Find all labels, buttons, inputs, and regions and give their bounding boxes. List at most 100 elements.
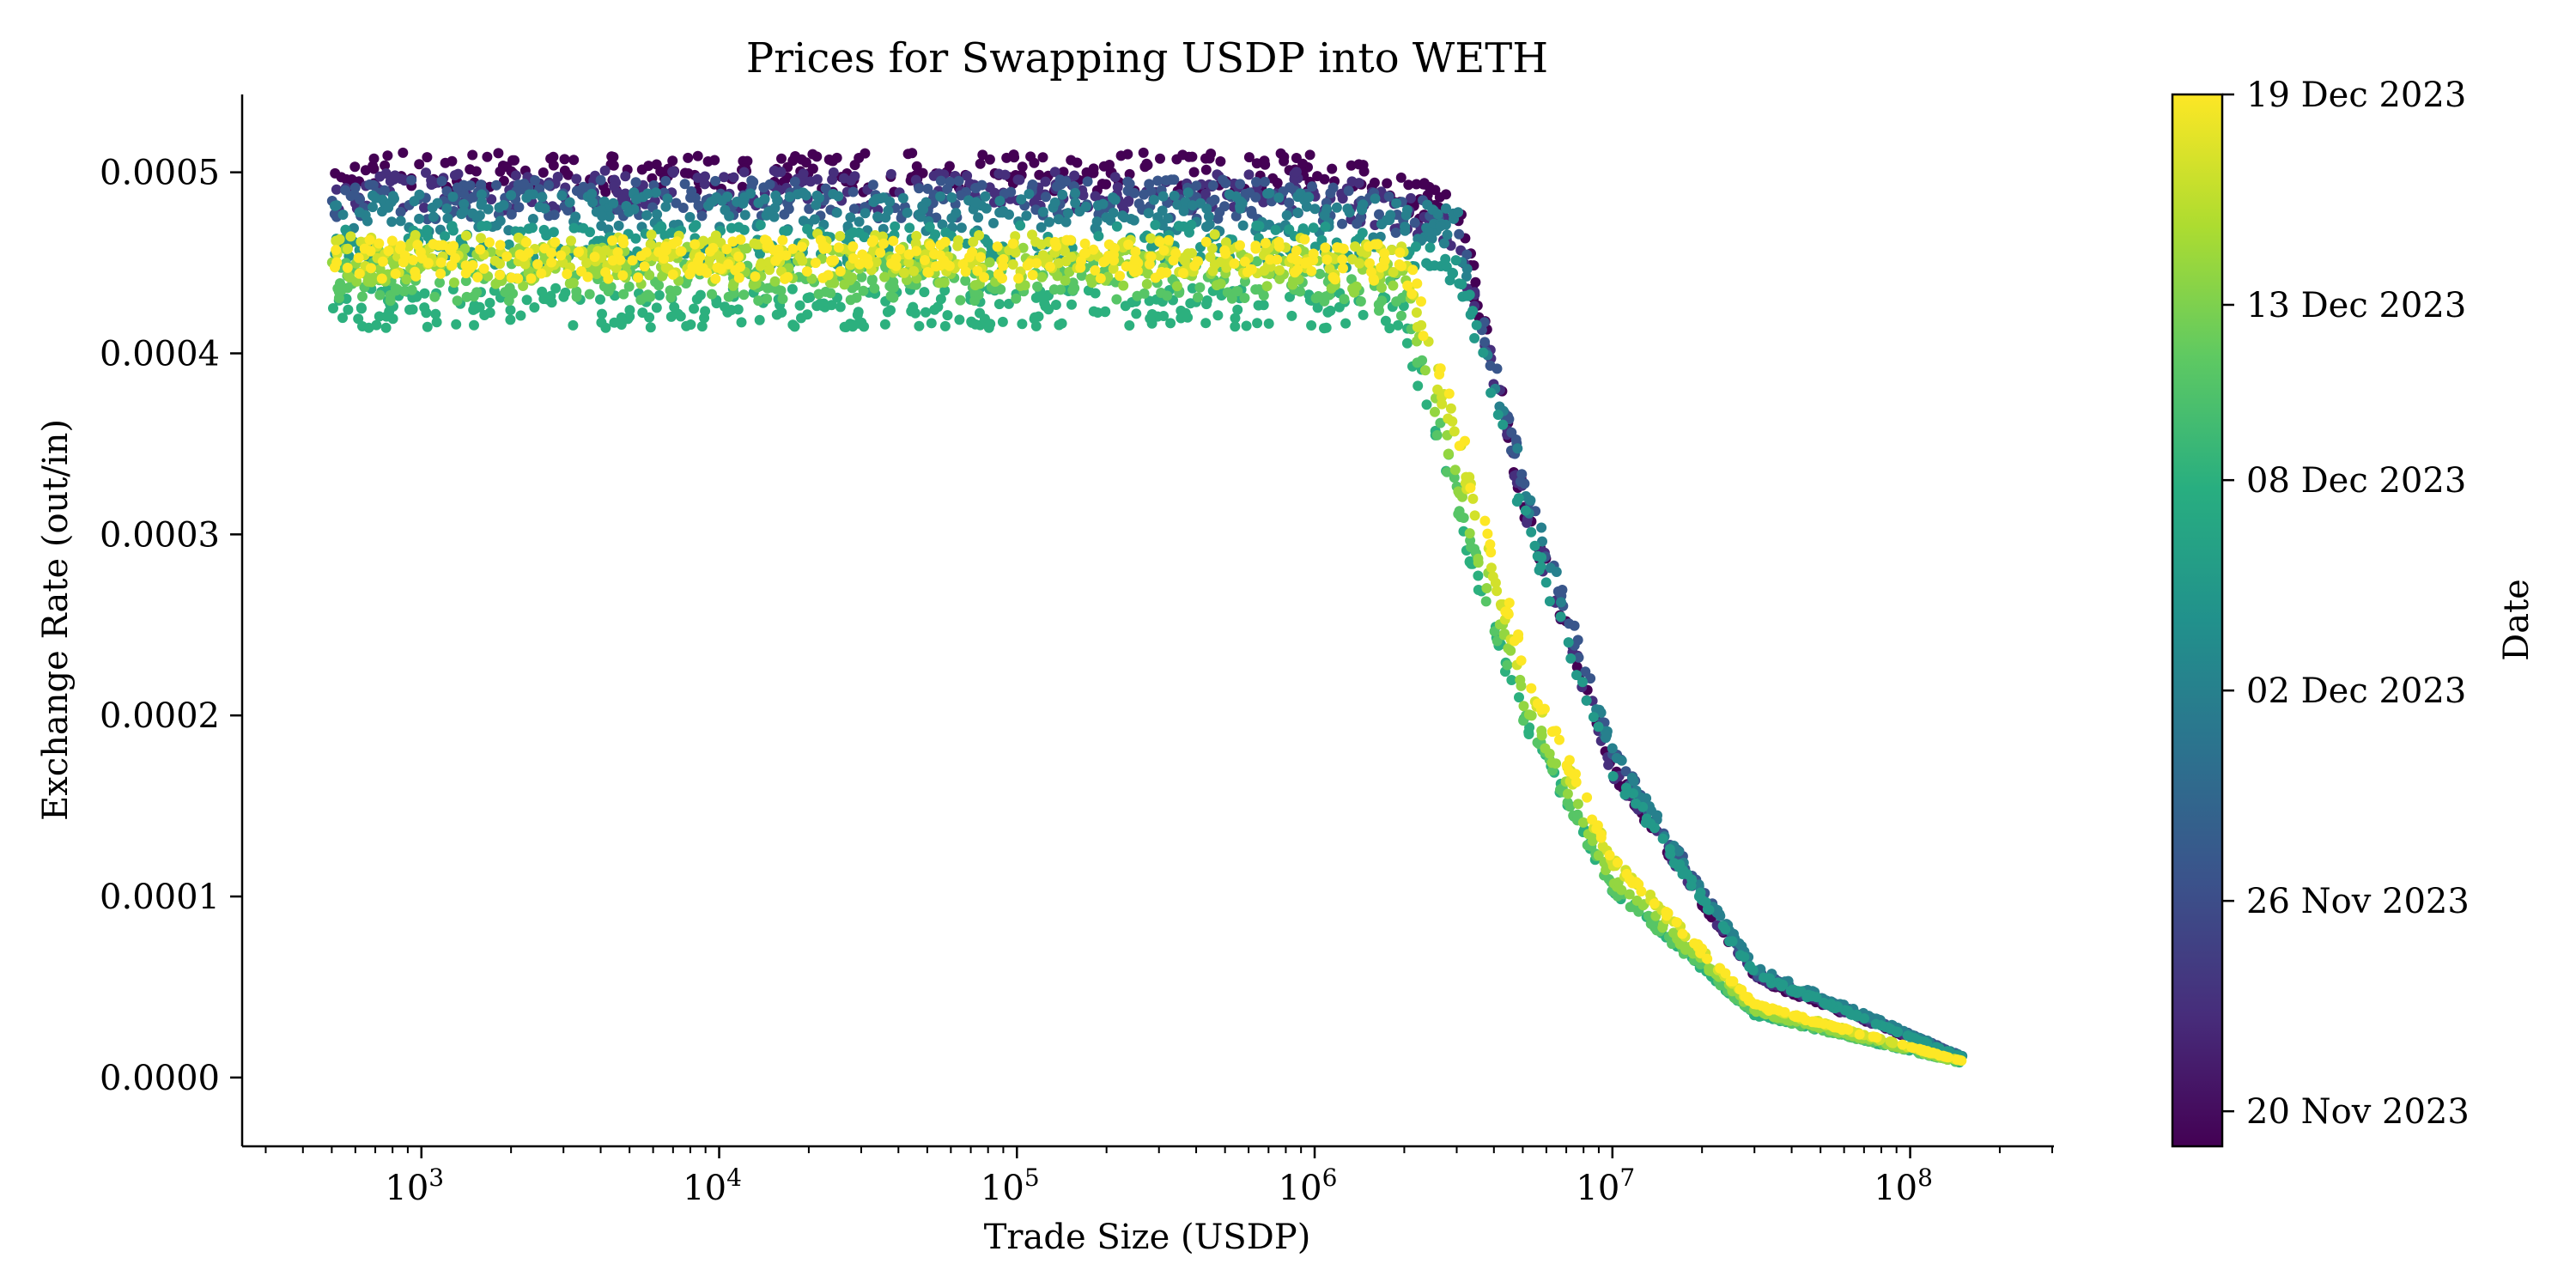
scatter-point xyxy=(1454,278,1465,289)
scatter-point xyxy=(476,233,486,244)
scatter-point xyxy=(1449,465,1461,476)
scatter-point xyxy=(428,211,439,222)
scatter-point xyxy=(1450,255,1461,266)
scatter-point xyxy=(1215,278,1226,289)
scatter-point xyxy=(979,271,989,283)
scatter-point xyxy=(653,289,665,301)
scatter-point xyxy=(530,175,541,186)
scatter-point xyxy=(1448,268,1459,279)
scatter-point xyxy=(641,291,651,302)
scatter-point xyxy=(1195,197,1206,209)
scatter-point xyxy=(644,312,655,323)
scatter-point xyxy=(940,258,951,270)
scatter-point xyxy=(1312,302,1323,313)
scatter-point xyxy=(866,274,878,285)
scatter-point xyxy=(692,256,703,267)
scatter-point xyxy=(479,310,490,320)
scatter-point xyxy=(974,230,985,240)
scatter-point xyxy=(1453,207,1464,218)
scatter-point xyxy=(1080,247,1091,258)
scatter-point xyxy=(1200,318,1212,329)
scatter-point xyxy=(500,287,511,298)
scatter-point xyxy=(960,275,971,286)
scatter-point xyxy=(1067,277,1078,289)
scatter-point xyxy=(568,319,579,331)
scatter-point xyxy=(1203,211,1214,222)
scatter-point xyxy=(858,285,869,296)
scatter-point xyxy=(586,188,598,199)
scatter-point xyxy=(1194,282,1206,293)
scatter-point xyxy=(653,280,665,291)
scatter-point xyxy=(1015,220,1026,231)
scatter-point xyxy=(1490,577,1501,588)
scatter-point xyxy=(1562,788,1573,799)
scatter-point xyxy=(1260,238,1271,249)
scatter-point xyxy=(1427,204,1438,216)
scatter-point xyxy=(1338,263,1348,274)
scatter-point xyxy=(1573,652,1584,663)
scatter-point xyxy=(699,313,710,324)
scatter-point xyxy=(860,208,871,219)
scatter-point xyxy=(623,206,635,217)
scatter-point xyxy=(441,203,453,214)
scatter-point xyxy=(1383,191,1394,202)
scatter-point xyxy=(1522,517,1533,528)
scatter-point xyxy=(677,203,689,213)
scatter-point xyxy=(741,243,752,254)
scatter-point xyxy=(733,272,744,283)
scatter-point xyxy=(970,319,981,330)
scatter-point xyxy=(331,245,342,256)
scatter-point xyxy=(1429,260,1440,271)
scatter-point xyxy=(736,317,747,328)
scatter-point xyxy=(536,268,547,279)
scatter-point xyxy=(518,281,529,291)
scatter-point xyxy=(902,149,914,160)
scatter-point xyxy=(897,192,908,204)
scatter-point xyxy=(1041,191,1051,203)
scatter-point xyxy=(1473,585,1484,595)
scatter-point xyxy=(651,159,662,170)
scatter-point xyxy=(368,153,380,164)
scatter-point xyxy=(342,262,353,273)
scatter-point xyxy=(1506,427,1517,438)
scatter-point xyxy=(1506,675,1517,685)
scatter-point xyxy=(597,210,608,222)
scatter-point xyxy=(1040,176,1051,187)
scatter-point xyxy=(882,307,893,318)
scatter-point xyxy=(1212,310,1224,321)
scatter-point xyxy=(1739,951,1750,963)
scatter-point xyxy=(875,247,886,258)
scatter-point xyxy=(645,239,656,250)
scatter-point xyxy=(1109,172,1121,183)
scatter-point xyxy=(623,281,635,292)
scatter-point xyxy=(738,289,750,301)
scatter-point xyxy=(1215,156,1226,167)
scatter-point xyxy=(787,319,799,331)
scatter-point xyxy=(422,321,433,332)
scatter-point xyxy=(926,318,937,329)
scatter-point xyxy=(1095,273,1106,284)
scatter-point xyxy=(1169,174,1180,185)
scatter-point xyxy=(429,291,440,302)
scatter-point xyxy=(801,266,812,277)
scatter-point xyxy=(1401,337,1413,349)
scatter-point xyxy=(970,197,981,208)
scatter-point xyxy=(1260,176,1270,187)
scatter-point xyxy=(1122,176,1133,187)
scatter-point xyxy=(550,283,562,294)
scatter-point xyxy=(564,197,575,208)
scatter-point xyxy=(559,154,570,165)
scatter-point xyxy=(1007,259,1018,270)
scatter-point xyxy=(1412,278,1423,289)
scatter-point xyxy=(1372,239,1383,250)
scatter-point xyxy=(750,271,761,282)
scatter-point xyxy=(1340,318,1352,329)
scatter-point xyxy=(398,257,409,268)
scatter-point xyxy=(377,256,388,267)
scatter-point xyxy=(1552,586,1564,597)
scatter-point xyxy=(817,272,829,283)
scatter-point xyxy=(1053,258,1064,269)
scatter-point xyxy=(607,255,618,266)
scatter-point xyxy=(1720,924,1731,935)
